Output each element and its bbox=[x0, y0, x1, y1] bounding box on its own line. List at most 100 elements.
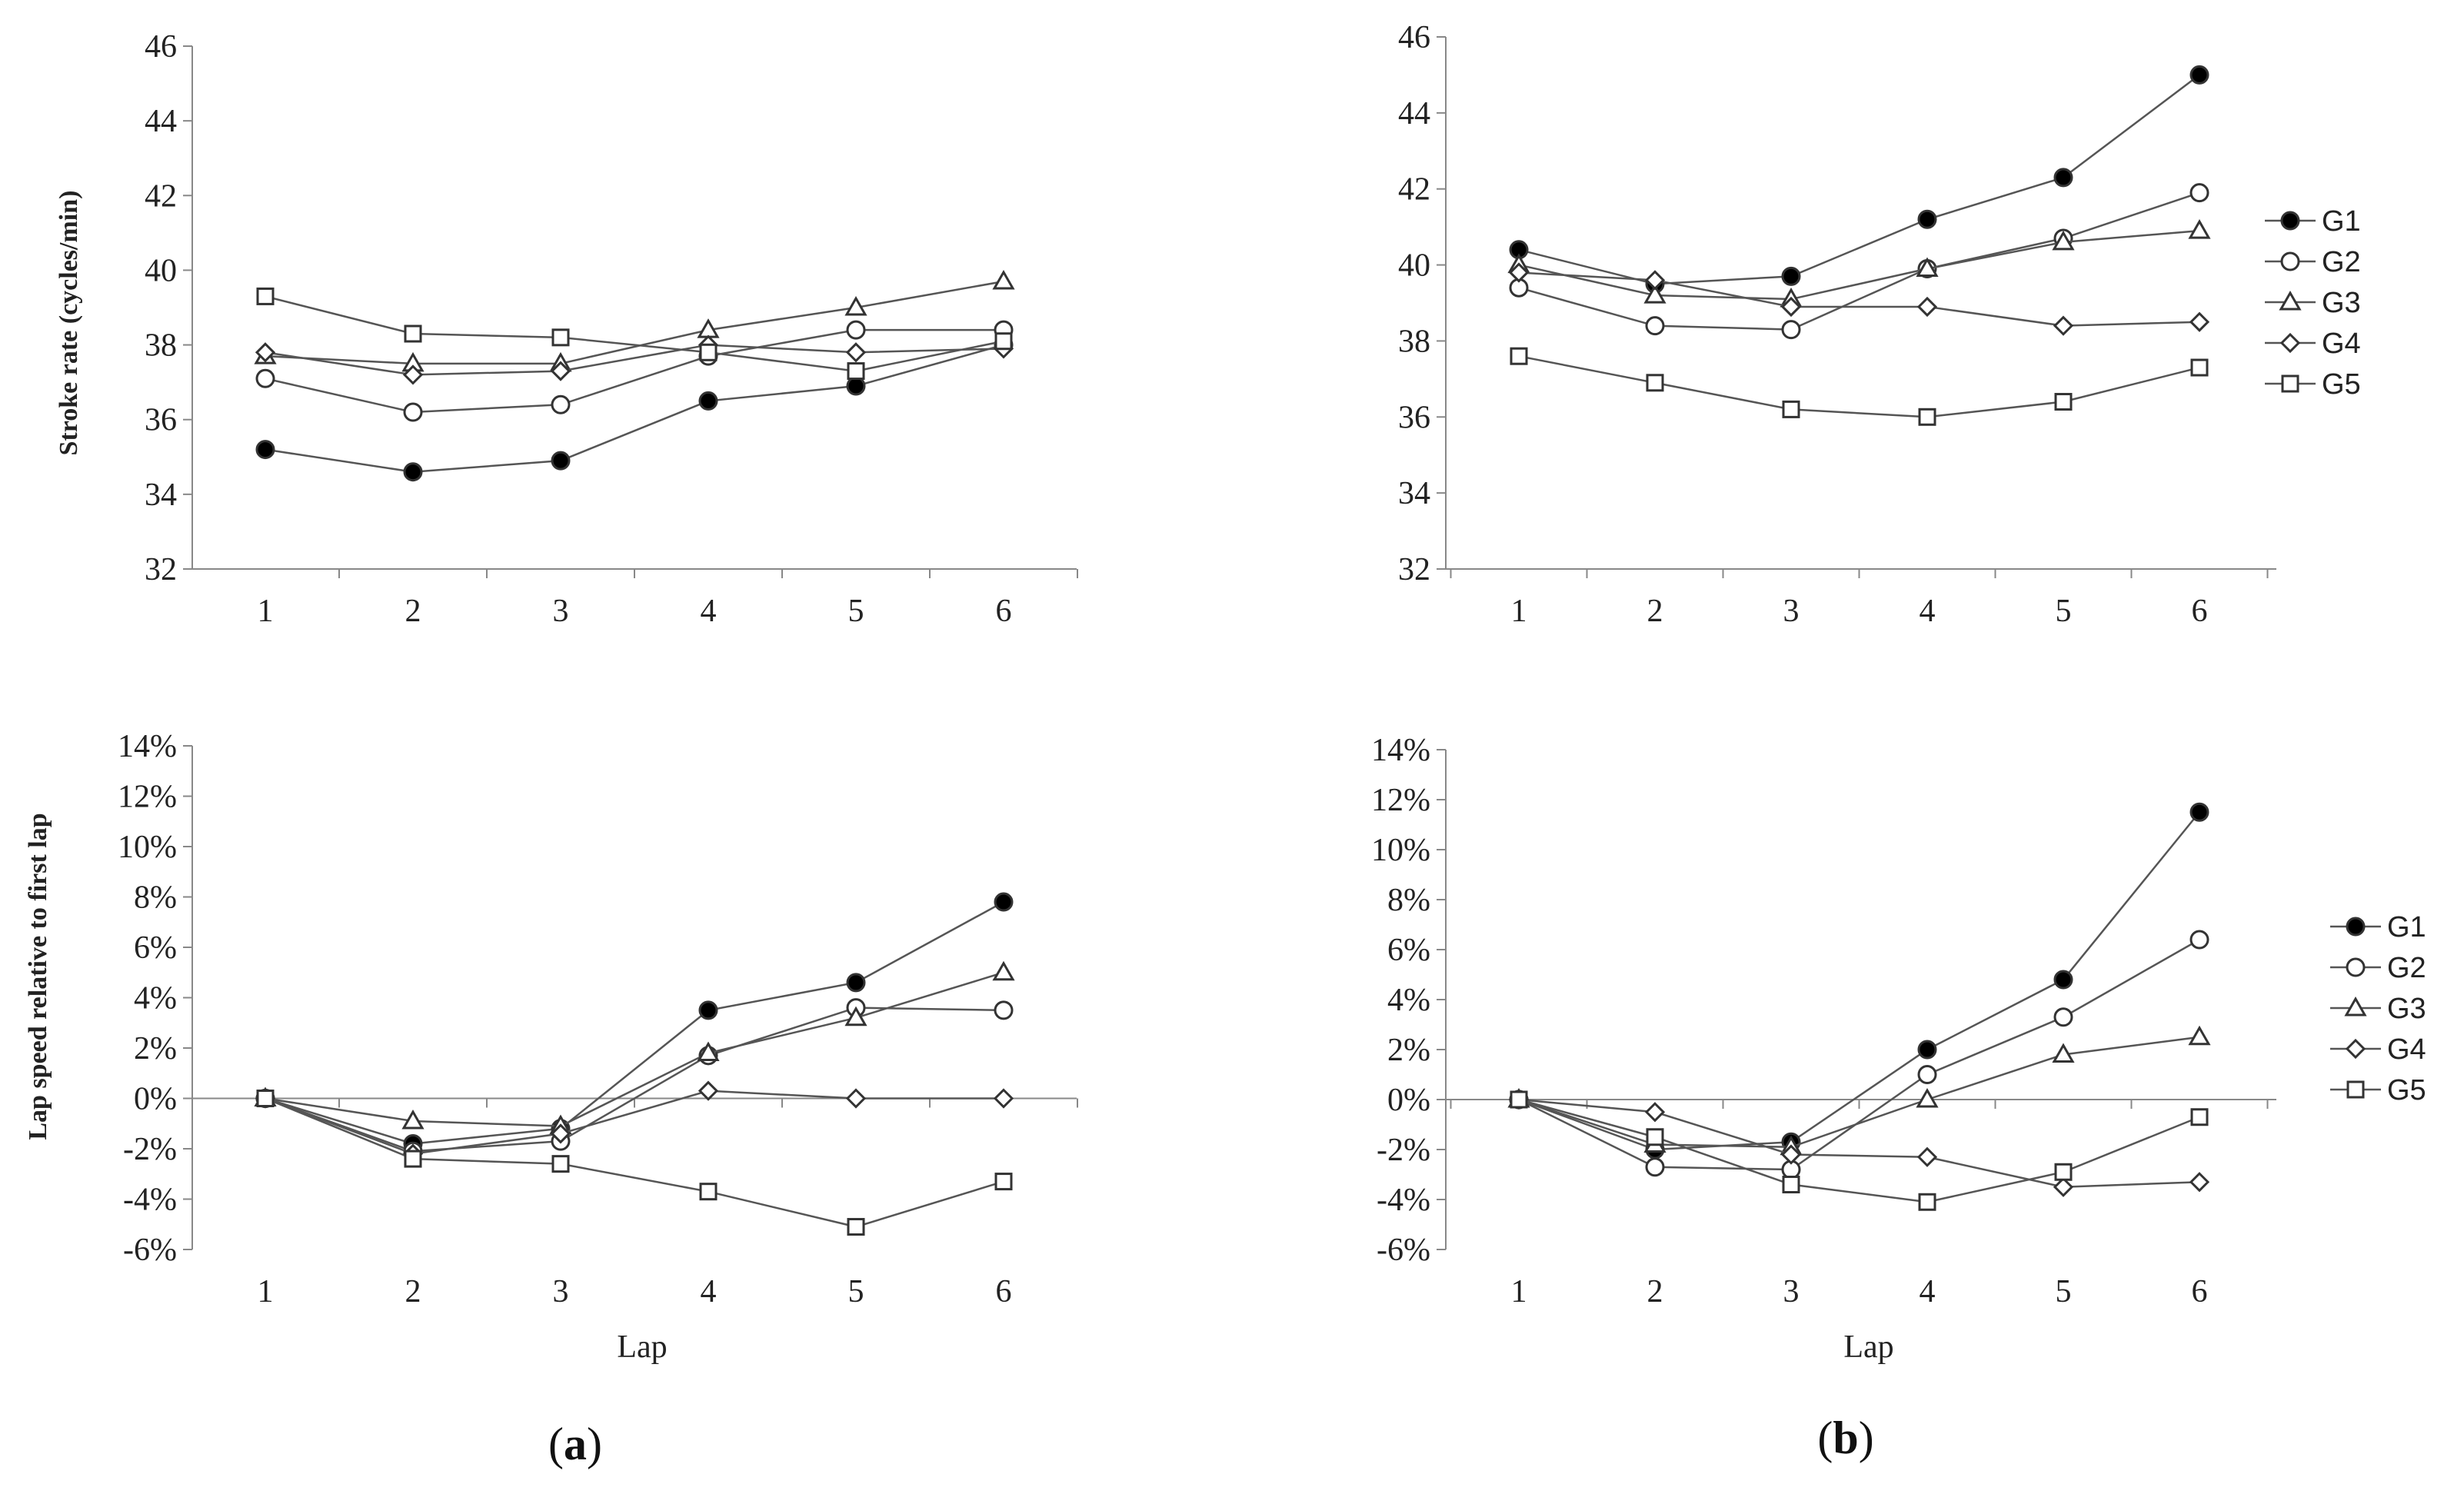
legend-label: G5 bbox=[2387, 1074, 2426, 1106]
legend-marker bbox=[2345, 1038, 2366, 1060]
x-tick-label: 2 bbox=[405, 594, 421, 629]
y-tick-label: 40 bbox=[1398, 248, 1430, 284]
data-point bbox=[1644, 270, 1666, 291]
series-G3 bbox=[254, 269, 1015, 372]
data-point bbox=[2053, 1007, 2073, 1027]
y-axis-title: Stroke rate (cycles/min) bbox=[55, 191, 83, 456]
data-point bbox=[255, 368, 275, 388]
data-point bbox=[846, 320, 866, 340]
data-point bbox=[2190, 358, 2209, 377]
x-tick-label: 6 bbox=[996, 1274, 1012, 1309]
data-point bbox=[1508, 262, 1530, 283]
x-tick-label: 2 bbox=[1647, 1274, 1663, 1309]
y-tick-label: 46 bbox=[145, 29, 177, 65]
legend-label: G2 bbox=[2322, 246, 2361, 278]
legend-label: G3 bbox=[2322, 287, 2361, 319]
y-tick-label: -2% bbox=[1377, 1133, 1430, 1168]
series-G4 bbox=[255, 1080, 1014, 1164]
data-point bbox=[844, 1006, 867, 1027]
y-tick-label: -2% bbox=[123, 1132, 177, 1167]
data-point bbox=[1643, 284, 1667, 304]
data-point bbox=[2189, 1172, 2210, 1193]
data-point bbox=[403, 462, 423, 482]
panel-label-a: (a) bbox=[548, 1419, 602, 1469]
data-point bbox=[698, 1000, 718, 1020]
y-tick-label: 0% bbox=[134, 1082, 177, 1117]
series-line bbox=[1518, 74, 2200, 285]
y-tick-label: 38 bbox=[145, 328, 177, 364]
series-line bbox=[265, 344, 1004, 473]
chart-b_bottom: -6%-4%-2%0%2%4%6%8%10%12%14%1 2 3 4 5 6LapG1G… bbox=[1371, 733, 2426, 1365]
series-line bbox=[1518, 1036, 2200, 1149]
y-tick-label: 2% bbox=[1387, 1033, 1430, 1068]
x-tick-label: 1 bbox=[1511, 1274, 1527, 1309]
panel-label-b: (b) bbox=[1817, 1412, 1873, 1463]
data-point bbox=[2052, 1043, 2075, 1063]
y-tick-label: 2% bbox=[134, 1031, 177, 1066]
y-tick-label: 32 bbox=[145, 552, 177, 587]
y-tick-label: -4% bbox=[1377, 1183, 1430, 1218]
data-point bbox=[2052, 230, 2075, 251]
x-tick-label: 6 bbox=[2192, 1274, 2208, 1309]
data-point bbox=[845, 342, 867, 363]
legend-marker bbox=[2346, 1080, 2365, 1099]
data-point bbox=[255, 342, 276, 363]
data-point bbox=[1917, 1065, 1937, 1084]
y-tick-label: 12% bbox=[118, 780, 177, 815]
data-point bbox=[1917, 1040, 1937, 1060]
series-line bbox=[265, 1007, 1004, 1153]
data-point bbox=[992, 269, 1015, 290]
data-point bbox=[551, 1155, 570, 1173]
data-point bbox=[551, 394, 571, 414]
data-point bbox=[2188, 1025, 2211, 1046]
x-axis-title: Lap bbox=[1843, 1329, 1893, 1365]
data-point bbox=[699, 1183, 718, 1201]
series-G5 bbox=[1510, 1090, 2209, 1211]
x-tick-label: 5 bbox=[2056, 594, 2072, 629]
y-tick-label: 42 bbox=[145, 178, 177, 214]
data-point bbox=[2190, 1108, 2209, 1126]
y-tick-label: 46 bbox=[1398, 20, 1430, 55]
series-line bbox=[1518, 229, 2200, 301]
data-point bbox=[698, 1080, 719, 1101]
data-point bbox=[1780, 296, 1802, 318]
series-G1 bbox=[255, 892, 1014, 1153]
series-G2 bbox=[1509, 930, 2209, 1180]
series-G5 bbox=[256, 287, 1013, 381]
y-tick-label: -6% bbox=[123, 1233, 177, 1268]
data-point bbox=[847, 1218, 865, 1236]
y-tick-label: 42 bbox=[1398, 172, 1430, 208]
data-point bbox=[699, 343, 718, 361]
data-point bbox=[1918, 408, 1936, 426]
x-tick-label: 3 bbox=[1783, 594, 1800, 629]
x-tick-label: 4 bbox=[1920, 594, 1936, 629]
data-point bbox=[2053, 1176, 2074, 1197]
data-point bbox=[1782, 1176, 1800, 1193]
legend-marker bbox=[2281, 374, 2299, 393]
data-point bbox=[1916, 296, 1938, 318]
series-line bbox=[1518, 1098, 2200, 1203]
y-tick-label: 34 bbox=[1398, 476, 1430, 511]
data-point bbox=[2054, 1163, 2073, 1181]
x-tick-label: 1 bbox=[258, 1274, 274, 1309]
data-point bbox=[698, 391, 718, 411]
data-point bbox=[2054, 393, 2073, 411]
data-point bbox=[2188, 219, 2211, 239]
data-point bbox=[256, 1090, 275, 1107]
data-point bbox=[551, 451, 571, 471]
data-point bbox=[403, 402, 423, 422]
series-line bbox=[265, 328, 1004, 414]
series-G5 bbox=[256, 1090, 1013, 1236]
data-point bbox=[993, 1088, 1014, 1109]
series-line bbox=[265, 344, 1004, 376]
x-tick-label: 5 bbox=[848, 1274, 864, 1309]
y-tick-label: 44 bbox=[145, 104, 177, 139]
series-G4 bbox=[255, 334, 1014, 385]
series-G3 bbox=[1507, 219, 2211, 308]
data-point bbox=[1782, 400, 1800, 418]
data-point bbox=[550, 1123, 571, 1144]
y-tick-label: 44 bbox=[1398, 96, 1430, 131]
data-point bbox=[1644, 1102, 1666, 1123]
